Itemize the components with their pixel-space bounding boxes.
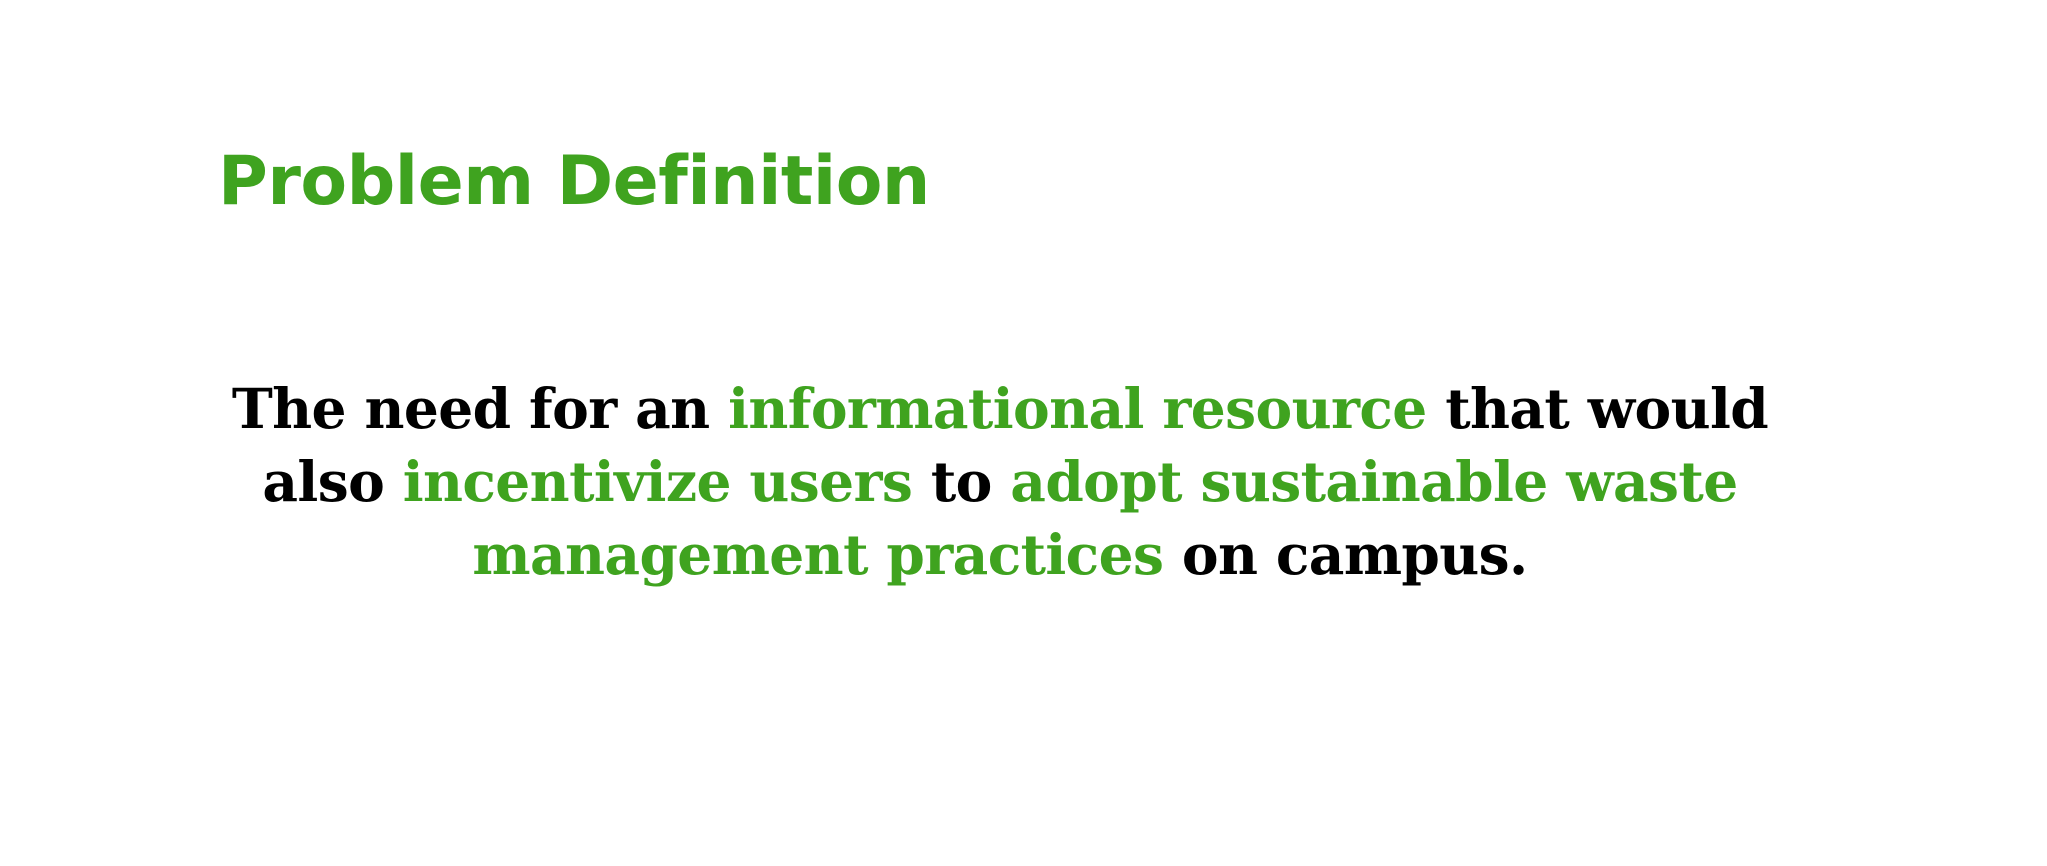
problem-statement: The need for an informational resource t… (180, 372, 1820, 591)
statement-highlight: informational resource (728, 376, 1427, 441)
statement-text: that would also (262, 376, 1787, 514)
statement-highlight: adopt sustainable waste management pract… (472, 449, 1757, 587)
statement-text: on campus. (1163, 522, 1528, 587)
statement-highlight: incentivize users (402, 449, 913, 514)
statement-text: The need for an (231, 376, 729, 441)
slide-title: Problem Definition (218, 142, 930, 221)
statement-text: to (912, 449, 1011, 514)
